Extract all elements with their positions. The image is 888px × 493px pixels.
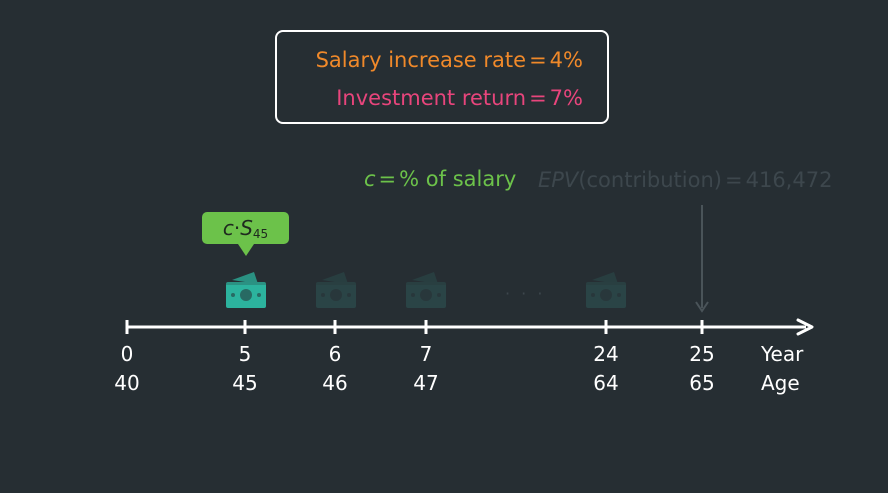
- year-label-5: 5: [238, 342, 252, 366]
- year-row-label: Year: [761, 342, 804, 366]
- age-label-46: 46: [322, 371, 348, 395]
- investment-return-label: Investment return: [336, 86, 527, 110]
- bubble-pointer: [238, 244, 254, 256]
- contribution-symbol: c: [364, 167, 376, 191]
- bubble-s: S: [240, 216, 253, 240]
- salary-increase-rate: Salary increase rate = 4%: [316, 48, 583, 72]
- investment-return-value: 7%: [549, 86, 583, 110]
- money-bill-icon: [226, 272, 266, 308]
- down-arrowhead-icon: [695, 301, 709, 313]
- epv-value: 416,472: [745, 168, 833, 192]
- salary-increase-value: 4%: [549, 48, 583, 72]
- rates-box: Salary increase rate = 4% Investment retur…: [275, 30, 609, 124]
- axis-arrowhead-icon: [796, 318, 814, 336]
- bubble-c: c: [222, 216, 234, 240]
- timeline-ellipsis: · · ·: [505, 284, 546, 303]
- money-bill-icon: [316, 272, 356, 308]
- age-label-45: 45: [232, 371, 258, 395]
- bubble-dot: ·: [233, 216, 241, 240]
- year-label-6: 6: [328, 342, 342, 366]
- contribution-definition: c =% of salary: [364, 167, 516, 191]
- bubble-subscript: 45: [252, 227, 269, 241]
- money-bill-icon: [406, 272, 446, 308]
- year-label-0: 0: [120, 342, 134, 366]
- year-label-7: 7: [419, 342, 433, 366]
- age-label-40: 40: [114, 371, 140, 395]
- equals-sign: =: [529, 86, 547, 110]
- investment-return-rate: Investment return = 7%: [336, 86, 583, 110]
- money-bill-icon: [586, 272, 626, 308]
- age-label-64: 64: [593, 371, 619, 395]
- epv-contribution: EPV(contribution) = 416,472: [538, 168, 832, 192]
- year-label-24: 24: [593, 342, 619, 366]
- contribution-definition-text: % of salary: [399, 167, 517, 191]
- equals-sign: =: [724, 168, 743, 192]
- age-label-65: 65: [689, 371, 715, 395]
- equals-sign: =: [378, 167, 397, 191]
- epv-text: (contribution): [578, 168, 722, 192]
- age-label-47: 47: [413, 371, 439, 395]
- contribution-bubble: c·S45: [202, 212, 289, 244]
- equals-sign: =: [529, 48, 547, 72]
- year-label-25: 25: [689, 342, 715, 366]
- epv-symbol: EPV: [538, 168, 579, 192]
- age-row-label: Age: [761, 371, 800, 395]
- salary-increase-label: Salary increase rate: [315, 48, 527, 72]
